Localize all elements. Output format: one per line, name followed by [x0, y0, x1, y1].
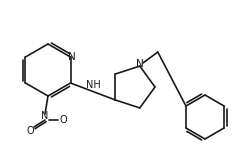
- Text: N: N: [68, 52, 75, 62]
- Text: N: N: [136, 59, 144, 69]
- Text: O: O: [59, 115, 67, 125]
- Text: NH: NH: [86, 81, 101, 90]
- Text: N: N: [41, 111, 49, 121]
- Text: O: O: [26, 126, 34, 136]
